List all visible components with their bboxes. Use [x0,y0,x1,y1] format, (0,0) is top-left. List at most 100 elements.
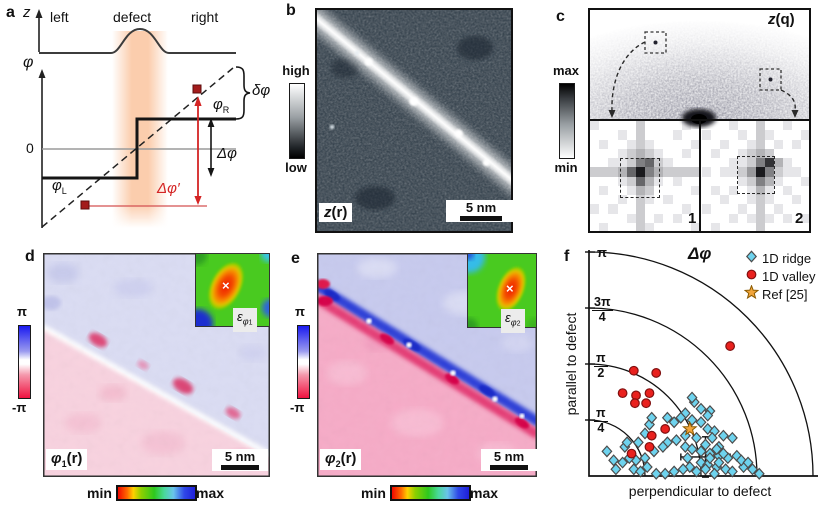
ridge-point [628,463,640,476]
right-region-label: right [191,9,219,25]
fft-inset-1-pixels [590,121,700,232]
fft-pixel [608,185,618,195]
fft-pixel [792,204,801,214]
panel-e-scalebar: 5 nm [481,449,537,471]
fft-pixel [654,213,664,223]
fft-pixel [774,213,783,223]
fft-pixel [654,167,664,177]
fft-pixel [672,130,682,140]
valley-point [644,388,655,399]
fft-pixel [720,148,729,158]
fft-pixel [672,121,682,131]
fft-pixel [711,213,720,223]
fft-pixel [681,185,691,195]
fft-pixel [663,195,673,205]
fft-pixel [720,204,729,214]
fft-pixel [590,185,600,195]
fft-pixel [599,130,609,140]
fft-pixel [783,195,792,205]
ridge-point [691,431,703,445]
fft-pixel [792,195,801,205]
fft-pixel [635,139,645,149]
fft-pixel [599,222,609,232]
panel-e-jet-colorbar [390,485,471,501]
fft-pixel [663,158,673,168]
fft-pixel [747,195,756,205]
fft-pixel [654,158,664,168]
fft-pixel [681,121,691,131]
fft-pixel [663,213,673,223]
panel-e-colorbar [297,325,310,399]
colorbar-low-label: low [285,160,307,175]
fft-pixel [599,204,609,214]
y-axis-label: parallel to defect [563,312,579,416]
fft-pixel [801,195,810,205]
fft-pixel [756,204,765,214]
delta-phi-small-brace [235,66,251,120]
fft-pixel [702,204,711,214]
fft-pixel [663,121,673,131]
circle-marker-icon [744,267,759,285]
fft-pixel [672,213,682,223]
fft-pixel [645,121,655,131]
fft-pixel [590,167,600,177]
fft-pixel [663,176,673,186]
ridge-point [617,456,629,469]
ridge-point [650,467,662,480]
zero-label: 0 [26,140,34,156]
ridge-point [708,467,720,480]
fft-pixel [765,158,774,168]
z-axis-arrowhead [35,9,43,18]
min-label: min [361,485,386,501]
fft-pixel [738,167,747,177]
colorbar-min-label: min [554,160,578,175]
fft-pixel [702,158,711,168]
ridge-point [702,409,714,422]
fft-pixel [801,185,810,195]
fft-pixel [690,130,700,140]
fft-pixel [792,176,801,186]
fft-pixel [690,158,700,168]
ridge-point [621,436,633,449]
fft-pixel [681,130,691,140]
fft-pixel [720,213,729,223]
inset-1-number: 1 [688,210,697,227]
fft-pixel [747,222,756,232]
fft-pixel [599,158,609,168]
ridge-point [610,463,622,476]
fft-pixel [702,195,711,205]
fft-pixel [765,222,774,232]
fft-pixel [738,195,747,205]
fft-pixel [738,176,747,186]
ridge-point [699,463,711,476]
fft-pixel [774,130,783,140]
fft-pixel [608,139,618,149]
arrowhead [608,110,616,118]
panel-d-epsilon-inset [195,253,270,327]
fft-pixel [720,139,729,149]
inset-1-bracket [620,158,660,198]
panel-f-label: f [564,248,570,265]
fft-pixel [599,139,609,149]
axes [588,250,818,477]
fft-pixel [672,158,682,168]
panel-b-image-label: z(r) [319,203,353,222]
plot-title: Δφ [688,244,712,263]
fft-pixel [747,130,756,140]
fft-pixel [756,130,765,140]
fft-pixel [792,158,801,168]
z-axis-label: z [23,4,31,21]
fft-pixel [801,167,810,177]
fft-pixel [765,185,774,195]
fft-pixel [738,139,747,149]
ridge-point [704,451,716,465]
fft-pixel [654,130,664,140]
x-axis-label: perpendicular to defect [628,483,772,499]
fft-pixel [729,176,738,186]
panel-e-label: e [291,250,300,267]
fft-pixel [711,158,720,168]
fft-pixel [783,121,792,131]
fft-pixel [792,148,801,158]
fft-pixel [792,139,801,149]
defect-region-label: defect [113,9,152,25]
